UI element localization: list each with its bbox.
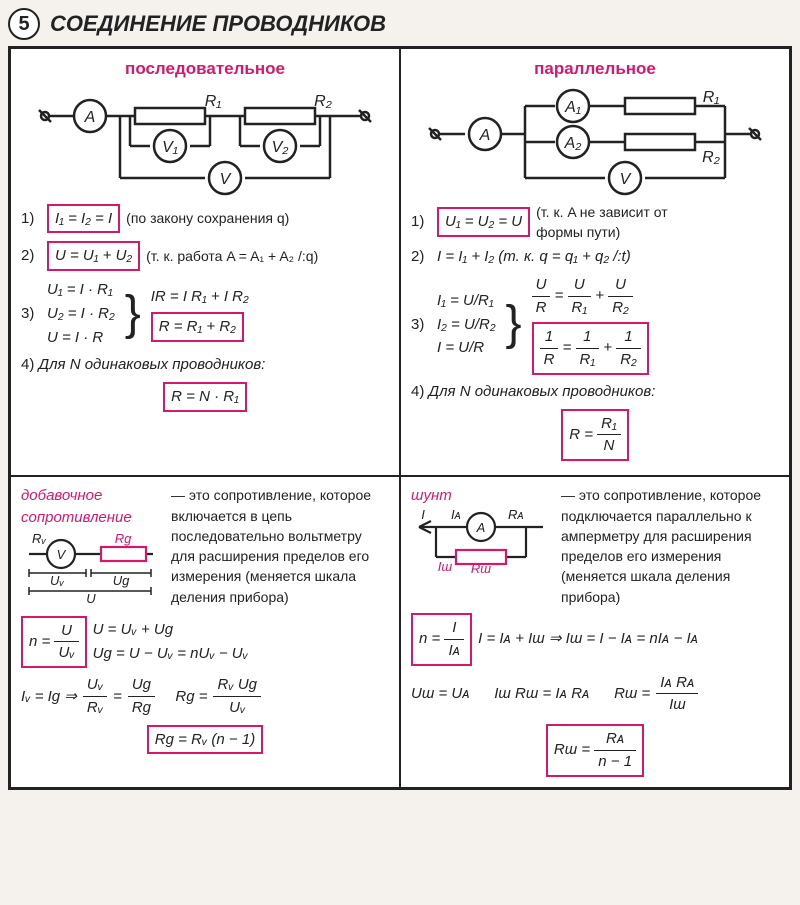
series-eq-3a: U₁ = I · R₁: [47, 279, 115, 301]
par-eq-3b: I₂ = U/R₂: [437, 314, 496, 336]
parallel-title: параллельное: [411, 57, 779, 82]
svg-text:I: I: [421, 507, 425, 522]
svg-text:Rg: Rg: [115, 531, 132, 546]
series-circuit-diagram: A R₁ R₂ V₁ V₂ V: [35, 86, 375, 196]
svg-text:V: V: [57, 547, 67, 562]
svg-text:R₂: R₂: [702, 149, 720, 166]
parallel-circuit-diagram: A A₁ A₂ R₁ R₂ V: [425, 86, 765, 196]
addres-result-formula: Rg = Rᵥ (n − 1): [147, 725, 263, 755]
par-item-1: 1): [411, 211, 431, 233]
addres-n-formula: n = UUᵥ: [21, 616, 87, 669]
svg-text:U: U: [86, 591, 96, 604]
par-formula-1: U₁ = U₂ = U: [437, 207, 530, 237]
svg-text:A: A: [476, 520, 486, 535]
par-eq-sum1: UR = UR₁ + UR₂: [532, 274, 649, 319]
par-eq-3a: I₁ = U/R₁: [437, 290, 496, 312]
svg-text:Rᵥ: Rᵥ: [32, 531, 46, 546]
cell-series: последовательное A R₁: [10, 48, 400, 476]
series-item-1: 1): [21, 208, 41, 230]
series-note-2: (т. к. работа A = A₁ + A₂ /:q): [146, 246, 318, 266]
addres-circuit-diagram: V Rᵥ Rg Uᵥ Ug U: [21, 529, 161, 604]
svg-text:Ug: Ug: [113, 573, 130, 588]
series-formula-N: R = N · R₁: [163, 382, 247, 412]
par-text-4: Для N одинаковых проводников:: [429, 383, 656, 400]
svg-text:A₂: A₂: [564, 135, 582, 152]
cell-shunt: шунт A I Iᴀ Rᴀ Iш: [400, 476, 790, 787]
svg-text:A: A: [479, 127, 491, 144]
series-formula-2: U = U₁ + U₂: [47, 241, 140, 271]
section-number: 5: [8, 8, 40, 40]
addres-title: добавочное сопротивление: [21, 485, 161, 529]
shunt-description: — это сопротивление, которое подключаетс…: [561, 485, 779, 607]
svg-text:V₁: V₁: [162, 139, 178, 156]
shunt-circuit-diagram: A I Iᴀ Rᴀ Iш Rш: [411, 507, 551, 577]
shunt-n-formula: n = IIᴀ: [411, 613, 472, 666]
page-header: 5 СОЕДИНЕНИЕ ПРОВОДНИКОВ: [8, 8, 792, 40]
svg-text:V: V: [620, 171, 632, 188]
par-formula-N: R = R₁N: [561, 409, 629, 462]
shunt-eq-1: I = Iᴀ + Iш ⇒ Iш = I − Iᴀ = nIᴀ − Iᴀ: [478, 628, 698, 650]
svg-text:V: V: [220, 171, 232, 188]
par-item-2: 2): [411, 246, 431, 268]
shunt-eq-3: Iш Rш = Iᴀ Rᴀ: [494, 683, 589, 705]
svg-text:A: A: [84, 109, 96, 126]
content-grid: последовательное A R₁: [8, 46, 792, 790]
par-item-3: 3): [411, 314, 431, 336]
svg-text:R₂: R₂: [314, 93, 332, 110]
svg-text:Iᴀ: Iᴀ: [451, 507, 461, 522]
series-item-4: 4): [21, 356, 34, 373]
svg-text:Uᵥ: Uᵥ: [50, 573, 64, 588]
series-formula-R: R = R₁ + R₂: [151, 312, 244, 342]
svg-text:Rш: Rш: [471, 561, 491, 576]
svg-text:Iш: Iш: [438, 559, 453, 574]
svg-text:R₁: R₁: [205, 93, 222, 110]
series-item-3: 3): [21, 303, 41, 325]
series-eq-3b: U₂ = I · R₂: [47, 303, 115, 325]
series-eq-3c: U = I · R: [47, 327, 115, 349]
cell-parallel: параллельное: [400, 48, 790, 476]
series-text-4: Для N одинаковых проводников:: [39, 356, 266, 373]
par-eq-3c: I = U/R: [437, 337, 496, 359]
cell-additional-resistance: добавочное сопротивление V Rᵥ: [10, 476, 400, 787]
brace-icon: }: [125, 295, 141, 333]
addres-eq-3a: Iᵥ = Ig ⇒: [21, 686, 77, 708]
series-title: последовательное: [21, 57, 389, 82]
series-eq-3d: IR = I R₁ + I R₂: [151, 286, 249, 308]
par-formula-1overR: 1R = 1R₁ + 1R₂: [532, 322, 649, 375]
par-note-1: (т. к. A не зависит от формы пути): [536, 202, 706, 243]
shunt-title: шунт: [411, 485, 551, 507]
svg-text:V₂: V₂: [272, 139, 289, 156]
par-item-4: 4): [411, 383, 424, 400]
shunt-result-formula: Rш = Rᴀn − 1: [546, 724, 644, 777]
shunt-eq-2: Uш = Uᴀ: [411, 683, 470, 705]
addres-eq-1: U = Uᵥ + Ug: [93, 619, 248, 641]
addres-eq-2: Ug = U − Uᵥ = nUᵥ − Uᵥ: [93, 643, 248, 665]
svg-text:R₁: R₁: [703, 89, 720, 106]
brace-icon: }: [506, 305, 522, 343]
page-title: СОЕДИНЕНИЕ ПРОВОДНИКОВ: [50, 11, 386, 37]
svg-text:Rᴀ: Rᴀ: [508, 507, 524, 522]
series-formula-1: I₁ = I₂ = I: [47, 204, 120, 234]
svg-text:A₁: A₁: [564, 99, 581, 116]
series-item-2: 2): [21, 245, 41, 267]
par-text-2: I = I₁ + I₂ (т. к. q = q₁ + q₂ /:t): [437, 246, 631, 268]
series-note-1: (по закону сохранения q): [126, 208, 289, 228]
addres-description: — это сопротивление, которое включается …: [171, 485, 389, 610]
